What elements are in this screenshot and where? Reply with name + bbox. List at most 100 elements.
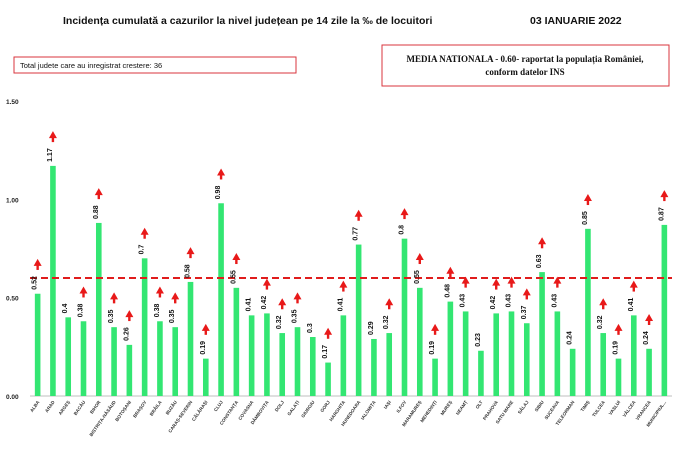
arrow-head <box>614 323 623 331</box>
chart-date: 03 IANUARIE 2022 <box>530 15 622 27</box>
arrow-head <box>415 253 424 261</box>
category-label: BISTRIȚA-NĂSĂUD <box>88 399 118 438</box>
increase-arrow-icon <box>201 323 210 335</box>
bar <box>432 358 438 396</box>
arrow-head <box>431 323 440 331</box>
bar <box>80 321 87 396</box>
category-label: ILFOV <box>395 399 407 414</box>
arrow-head <box>33 258 42 266</box>
bar-value-label: 0.42 <box>490 296 497 310</box>
category-label: ALBA <box>29 399 41 413</box>
arrow-head <box>201 323 210 331</box>
bar <box>141 258 148 396</box>
category-label: BACĂU <box>72 399 87 417</box>
bar <box>111 327 117 396</box>
category-label: CLUJ <box>213 399 224 412</box>
bar-value-label: 0.24 <box>643 331 650 345</box>
increase-note-box: Total judete care au inregistrat crester… <box>13 56 297 74</box>
category-label: VÂLCEA <box>621 399 637 418</box>
bar-value-label: 0.35 <box>169 309 176 323</box>
arrow-head <box>324 327 333 335</box>
bar <box>386 333 393 396</box>
bar-value-label: 0.41 <box>628 298 635 312</box>
category-label: OLT <box>475 400 484 410</box>
national-average-line2: conform datelor INS <box>485 67 564 77</box>
increase-arrow-icon <box>232 253 241 265</box>
bar <box>401 238 408 396</box>
bar <box>600 333 607 396</box>
category-label: IAȘI <box>383 400 393 411</box>
bar <box>294 327 301 396</box>
increase-arrow-icon <box>415 253 424 265</box>
bar <box>50 165 56 396</box>
bar <box>126 344 133 396</box>
increase-note: Total judete care au inregistrat crester… <box>20 61 162 70</box>
increase-arrow-icon <box>293 292 302 304</box>
increase-arrow-icon <box>125 310 134 322</box>
arrow-head <box>186 247 195 255</box>
increase-arrow-icon <box>33 258 42 270</box>
arrow-head <box>522 288 531 296</box>
arrow-head <box>354 209 363 217</box>
bar-value-label: 0.38 <box>78 304 85 318</box>
bar <box>325 362 331 396</box>
increase-arrow-icon <box>171 292 180 304</box>
bar <box>462 311 469 396</box>
bar-value-label: 0.87 <box>658 207 665 221</box>
bar-value-label: 0.19 <box>613 341 620 355</box>
bar-value-label: 0.58 <box>185 264 192 278</box>
y-tick-label: 1.50 <box>6 99 19 106</box>
bar-value-label: 0.32 <box>276 315 283 329</box>
bar-value-label: 0.8 <box>399 225 406 235</box>
bar <box>554 311 561 396</box>
bar-value-label: 0.48 <box>444 284 451 298</box>
arrow-head <box>492 278 501 286</box>
increase-arrow-icon <box>186 247 195 259</box>
bar-value-label: 0.41 <box>337 298 344 312</box>
increase-arrow-icon <box>660 190 669 202</box>
increase-arrow-icon <box>645 314 654 325</box>
bar-value-label: 0.7 <box>139 244 146 254</box>
chart-title: Incidența cumulată a cazurilor la nivel … <box>63 15 432 27</box>
arrow-head <box>278 298 287 306</box>
national-average-line1: MEDIA NATIONALA - 0.60- raportat la popu… <box>406 54 643 64</box>
arrow-head <box>339 280 348 288</box>
bar <box>355 244 362 396</box>
increase-arrow-icon <box>94 188 103 200</box>
increase-arrow-icon <box>538 237 547 249</box>
value-labels: 0.52 1.17 0.4 0.38 0.88 0.35 0.26 0.7 0.38 0.35 0.… <box>32 148 666 358</box>
bar <box>646 348 652 396</box>
increase-arrow-icon <box>583 194 592 206</box>
category-label: VASLUI <box>608 400 622 416</box>
arrow-head <box>171 292 180 300</box>
bar <box>202 358 209 396</box>
bar-value-label: 0.77 <box>353 227 360 241</box>
bars <box>34 165 668 396</box>
category-label: NEAMȚ <box>455 400 469 416</box>
bar-value-label: 0.24 <box>567 331 574 345</box>
bar <box>615 358 622 396</box>
arrow-head <box>645 314 654 321</box>
category-label: TIMIȘ <box>580 400 592 413</box>
arrow-head <box>400 208 409 216</box>
bar <box>157 321 163 396</box>
bar-value-label: 0.29 <box>368 321 375 335</box>
bar-value-label: 0.85 <box>582 211 589 225</box>
category-label: DOLJ <box>274 399 285 412</box>
bar-value-label: 0.52 <box>32 276 39 290</box>
axes: 0.00 0.50 1.00 1.50 <box>6 99 672 401</box>
increase-arrow-icon <box>278 298 287 310</box>
arrow-head <box>217 168 226 176</box>
increase-arrow-icon <box>599 298 608 310</box>
increase-arrow-icon <box>553 276 562 288</box>
increase-arrow-icon <box>461 276 470 288</box>
bar-value-label: 0.35 <box>292 309 299 323</box>
bar <box>661 224 668 396</box>
bar-value-label: 0.32 <box>383 315 390 329</box>
bar <box>172 327 179 396</box>
bar-value-label: 0.55 <box>230 270 237 284</box>
bar-value-label: 0.41 <box>246 298 253 312</box>
increase-arrow-icon <box>339 280 348 292</box>
arrow-head <box>110 292 119 300</box>
